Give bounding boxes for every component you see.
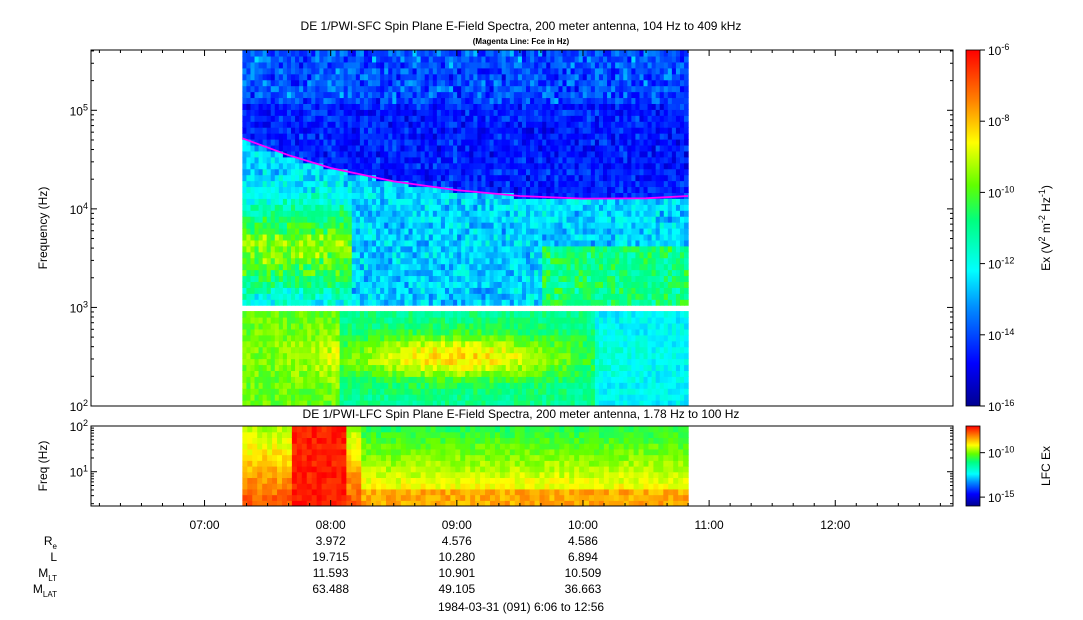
ephemeris-value: 6.894 [568,550,598,564]
top-y-tick-label: 105 [70,102,88,118]
x-tick-label: 09:00 [442,518,472,532]
top-panel-subtitle: (Magenta Line: Fce in Hz) [473,37,570,46]
bottom-colorbar: 10-10 10-15 LFC Ex [965,425,1053,507]
ephemeris-value: 10.280 [438,550,475,564]
ephemeris-value: 3.972 [316,534,346,548]
ephemeris-value: 10.509 [565,566,602,580]
top-y-axis: 102 103 104 105 [70,50,953,414]
top-y-axis-label: Frequency (Hz) [36,187,50,270]
ephemeris-value: 11.593 [313,566,349,580]
ephemeris-value: 49.105 [438,582,475,596]
ephemeris-row-label: MLAT [33,582,57,599]
bottom-spectrogram [242,426,689,506]
ephemeris-row-label: L [50,550,57,564]
top-colorbar-tick-label: 10-12 [988,256,1014,272]
ephemeris-value: 4.586 [568,534,598,548]
bottom-y-axis: 101 102 [70,418,953,505]
ephemeris-value: 19.715 [312,550,349,564]
x-tick-label: 07:00 [190,518,220,532]
ephemeris-row-label: Re [44,534,58,551]
bottom-y-tick-label: 101 [70,464,88,480]
top-colorbar-tick-label: 10-8 [988,113,1009,129]
bottom-y-axis-label: Freq (Hz) [36,441,50,492]
ephemeris-table: Re 3.972 4.576 4.586 L 19.715 10.280 6.894 MLT 11… [33,534,602,599]
x-tick-label: 10:00 [568,518,598,532]
bottom-colorbar-label: LFC Ex [1039,446,1053,486]
top-y-tick-label: 104 [70,201,88,217]
ephemeris-value: 4.576 [442,534,472,548]
x-tick-label: 11:00 [695,518,724,532]
top-colorbar-tick-label: 10-16 [988,398,1014,414]
fce-line [242,137,689,200]
x-tick-label: 08:00 [316,518,346,532]
top-colorbar-label: Ex (V2 m-2 Hz-1) [1037,185,1053,271]
top-spectrogram [242,50,689,406]
top-panel-title: DE 1/PWI-SFC Spin Plane E-Field Spectra,… [301,19,742,33]
x-tick-label: 12:00 [820,518,850,532]
bottom-colorbar-tick-label: 10-15 [988,489,1014,505]
bottom-y-tick-label: 102 [70,418,88,434]
top-colorbar-tick-label: 10-10 [988,184,1014,200]
top-panel: 102 103 104 105 Frequency (Hz) [36,49,954,414]
top-y-tick-label: 102 [70,398,88,414]
x-axis: 07:00 08:00 09:00 10:00 11:00 12:00 [98,50,941,532]
time-range-footer: 1984-03-31 (091) 6:06 to 12:56 [438,600,604,614]
bottom-colorbar-tick-label: 10-10 [988,445,1014,461]
ephemeris-value: 10.901 [438,566,475,580]
ephemeris-row-label: MLT [38,566,57,583]
ephemeris-value: 63.488 [312,582,349,596]
ephemeris-value: 36.663 [565,582,602,596]
top-y-tick-label: 103 [70,299,88,315]
top-colorbar-tick-label: 10-14 [988,327,1014,343]
top-colorbar: 10-6 10-8 10-10 10-12 10-14 10-16 Ex (V2 m-2 … [965,42,1053,414]
top-colorbar-tick-label: 10-6 [988,42,1009,58]
bottom-panel: 101 102 Freq (Hz) 07:00 08:00 09:00 10:00 11:… [36,50,954,532]
bottom-panel-title: DE 1/PWI-LFC Spin Plane E-Field Spectra,… [303,407,740,421]
